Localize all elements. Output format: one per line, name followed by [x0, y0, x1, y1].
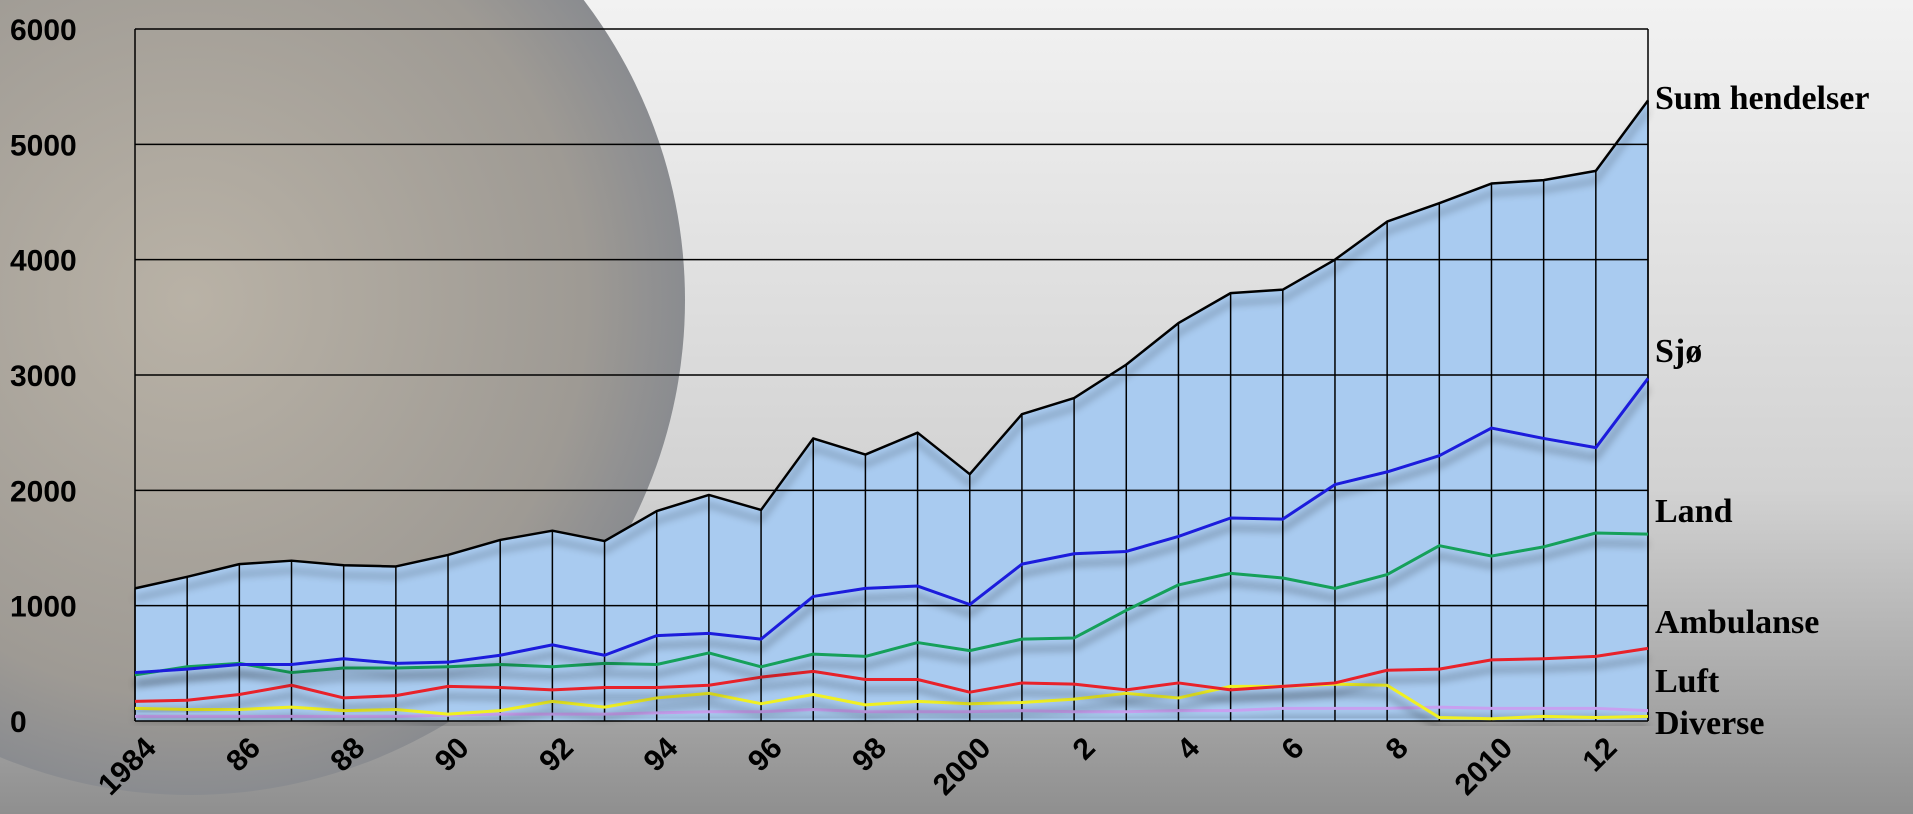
- y-tick-label: 2000: [10, 475, 77, 508]
- series-line: [134, 99, 1650, 590]
- series-line: [134, 646, 1649, 703]
- y-tick-label: 1000: [10, 591, 77, 624]
- legend-label: Sum hendelser: [1655, 80, 1869, 117]
- series-line: [134, 377, 1650, 675]
- series-line: [134, 531, 1649, 677]
- legend-label: Sjø: [1655, 333, 1702, 370]
- y-tick-label: 6000: [10, 14, 77, 47]
- series-line: [134, 682, 1649, 721]
- legend-label: Diverse: [1655, 705, 1765, 742]
- legend-label: Land: [1655, 493, 1733, 530]
- area: [135, 100, 1648, 722]
- y-tick-label: 3000: [10, 360, 77, 393]
- legend-label: Luft: [1655, 663, 1720, 700]
- y-tick-label: 0: [10, 706, 27, 739]
- y-tick-label: 5000: [10, 129, 77, 162]
- legend-label: Ambulanse: [1655, 604, 1819, 641]
- y-tick-label: 4000: [10, 245, 77, 278]
- series-line: [135, 705, 1649, 718]
